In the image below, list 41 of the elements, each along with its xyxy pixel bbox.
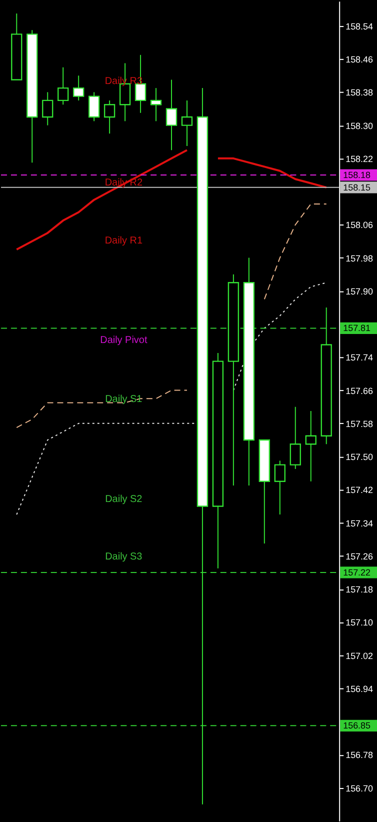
candlestick [290, 406, 301, 470]
y-tick-label: 158.54 [346, 21, 374, 32]
candlestick [181, 100, 193, 147]
y-tick-label: 158.30 [346, 120, 374, 131]
y-tick-label: 157.50 [346, 452, 374, 462]
y-tick-label: 157.98 [346, 253, 374, 264]
y-tick-label: 156.94 [346, 684, 374, 694]
y-tick-label: 158.22 [346, 154, 374, 164]
ref-line-label: 157.22 [343, 567, 371, 578]
candlestick [150, 88, 162, 122]
y-tick-label: 157.58 [346, 418, 374, 429]
y-tick-label: 157.02 [346, 650, 374, 661]
y-tick-label: 157.42 [346, 485, 374, 496]
y-tick-label: 157.18 [346, 584, 374, 595]
candlestick [88, 92, 100, 122]
ref-line-label: 158.15 [343, 182, 371, 192]
y-tick-label: 157.26 [346, 551, 374, 562]
y-tick-label: 158.06 [346, 220, 374, 230]
ref-line-label: 158.18 [343, 170, 371, 180]
y-tick-label: 157.74 [346, 352, 374, 363]
annotation: Daily S2 [105, 494, 143, 505]
candlestick [42, 92, 54, 126]
candlestick [72, 75, 84, 101]
annotation: Daily R1 [104, 235, 143, 246]
candlestick [58, 66, 69, 106]
annotation: Daily Pivot [100, 335, 148, 346]
y-tick-label: 158.38 [346, 88, 374, 98]
candlestick [104, 100, 116, 134]
y-tick-label: 156.78 [346, 750, 374, 760]
y-tick-label: 157.66 [346, 386, 374, 396]
candlestick [305, 410, 316, 482]
ref-line-label: 157.81 [343, 323, 371, 334]
ref-line-label: 156.85 [343, 720, 371, 731]
y-tick-label: 157.90 [346, 286, 374, 296]
candlestick [274, 460, 286, 516]
y-tick-label: 157.34 [346, 518, 374, 528]
annotation: Daily S3 [105, 552, 143, 563]
candlestick [166, 79, 178, 151]
y-tick-label: 156.70 [346, 783, 374, 794]
y-tick-label: 157.10 [346, 618, 374, 628]
y-tick-label: 158.46 [346, 54, 374, 65]
